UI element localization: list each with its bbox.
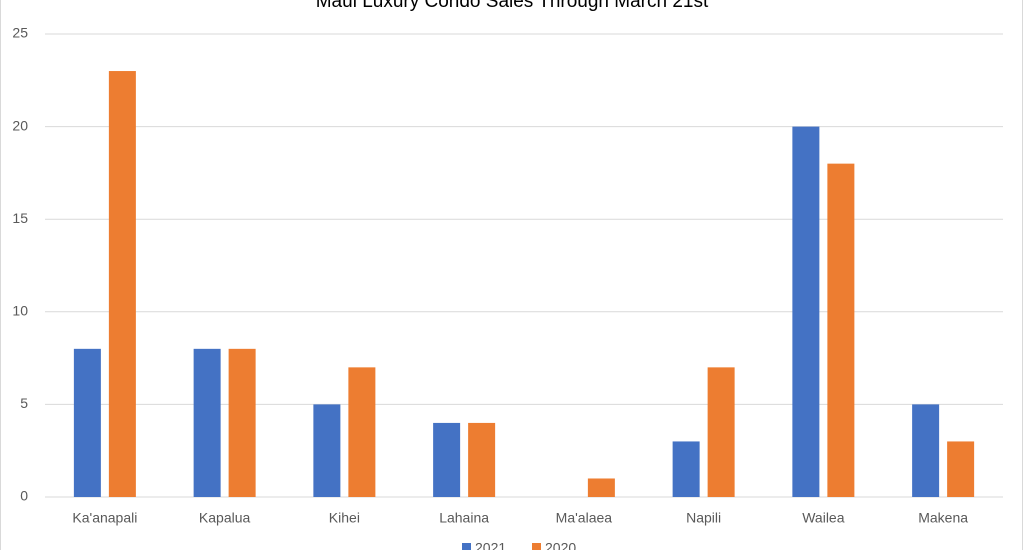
y-tick-label: 15 [12, 210, 28, 226]
legend-label: 2021 [475, 540, 506, 550]
x-tick-label: Makena [918, 510, 968, 526]
y-tick-label: 5 [20, 395, 28, 411]
legend-swatch [532, 543, 541, 550]
y-tick-label: 0 [20, 488, 28, 504]
bar [707, 367, 735, 497]
y-tick-label: 25 [12, 25, 28, 41]
bar [108, 71, 136, 497]
y-tick-label: 20 [12, 117, 28, 133]
bar [228, 348, 256, 497]
x-tick-label: Kihei [329, 510, 360, 526]
bar [313, 404, 341, 497]
legend-label: 2020 [545, 540, 576, 550]
x-tick-label: Ka'anapali [72, 510, 137, 526]
bar [672, 441, 700, 497]
x-tick-label: Lahaina [439, 510, 489, 526]
x-tick-label: Kapalua [199, 510, 251, 526]
bar [348, 367, 376, 497]
bar [947, 441, 975, 497]
y-tick-label: 10 [12, 303, 28, 319]
x-tick-label: Wailea [802, 510, 844, 526]
bar [73, 348, 101, 497]
bar [433, 422, 461, 497]
x-tick-label: Ma'alaea [556, 510, 613, 526]
bar [792, 126, 820, 497]
chart-title: Maui Luxury Condo Sales Through March 21… [316, 0, 709, 12]
bar [587, 478, 615, 497]
x-tick-label: Napili [686, 510, 721, 526]
bar [912, 404, 940, 497]
bar [827, 163, 855, 497]
bar [468, 422, 496, 497]
legend-swatch [462, 543, 471, 550]
bar [193, 348, 221, 497]
